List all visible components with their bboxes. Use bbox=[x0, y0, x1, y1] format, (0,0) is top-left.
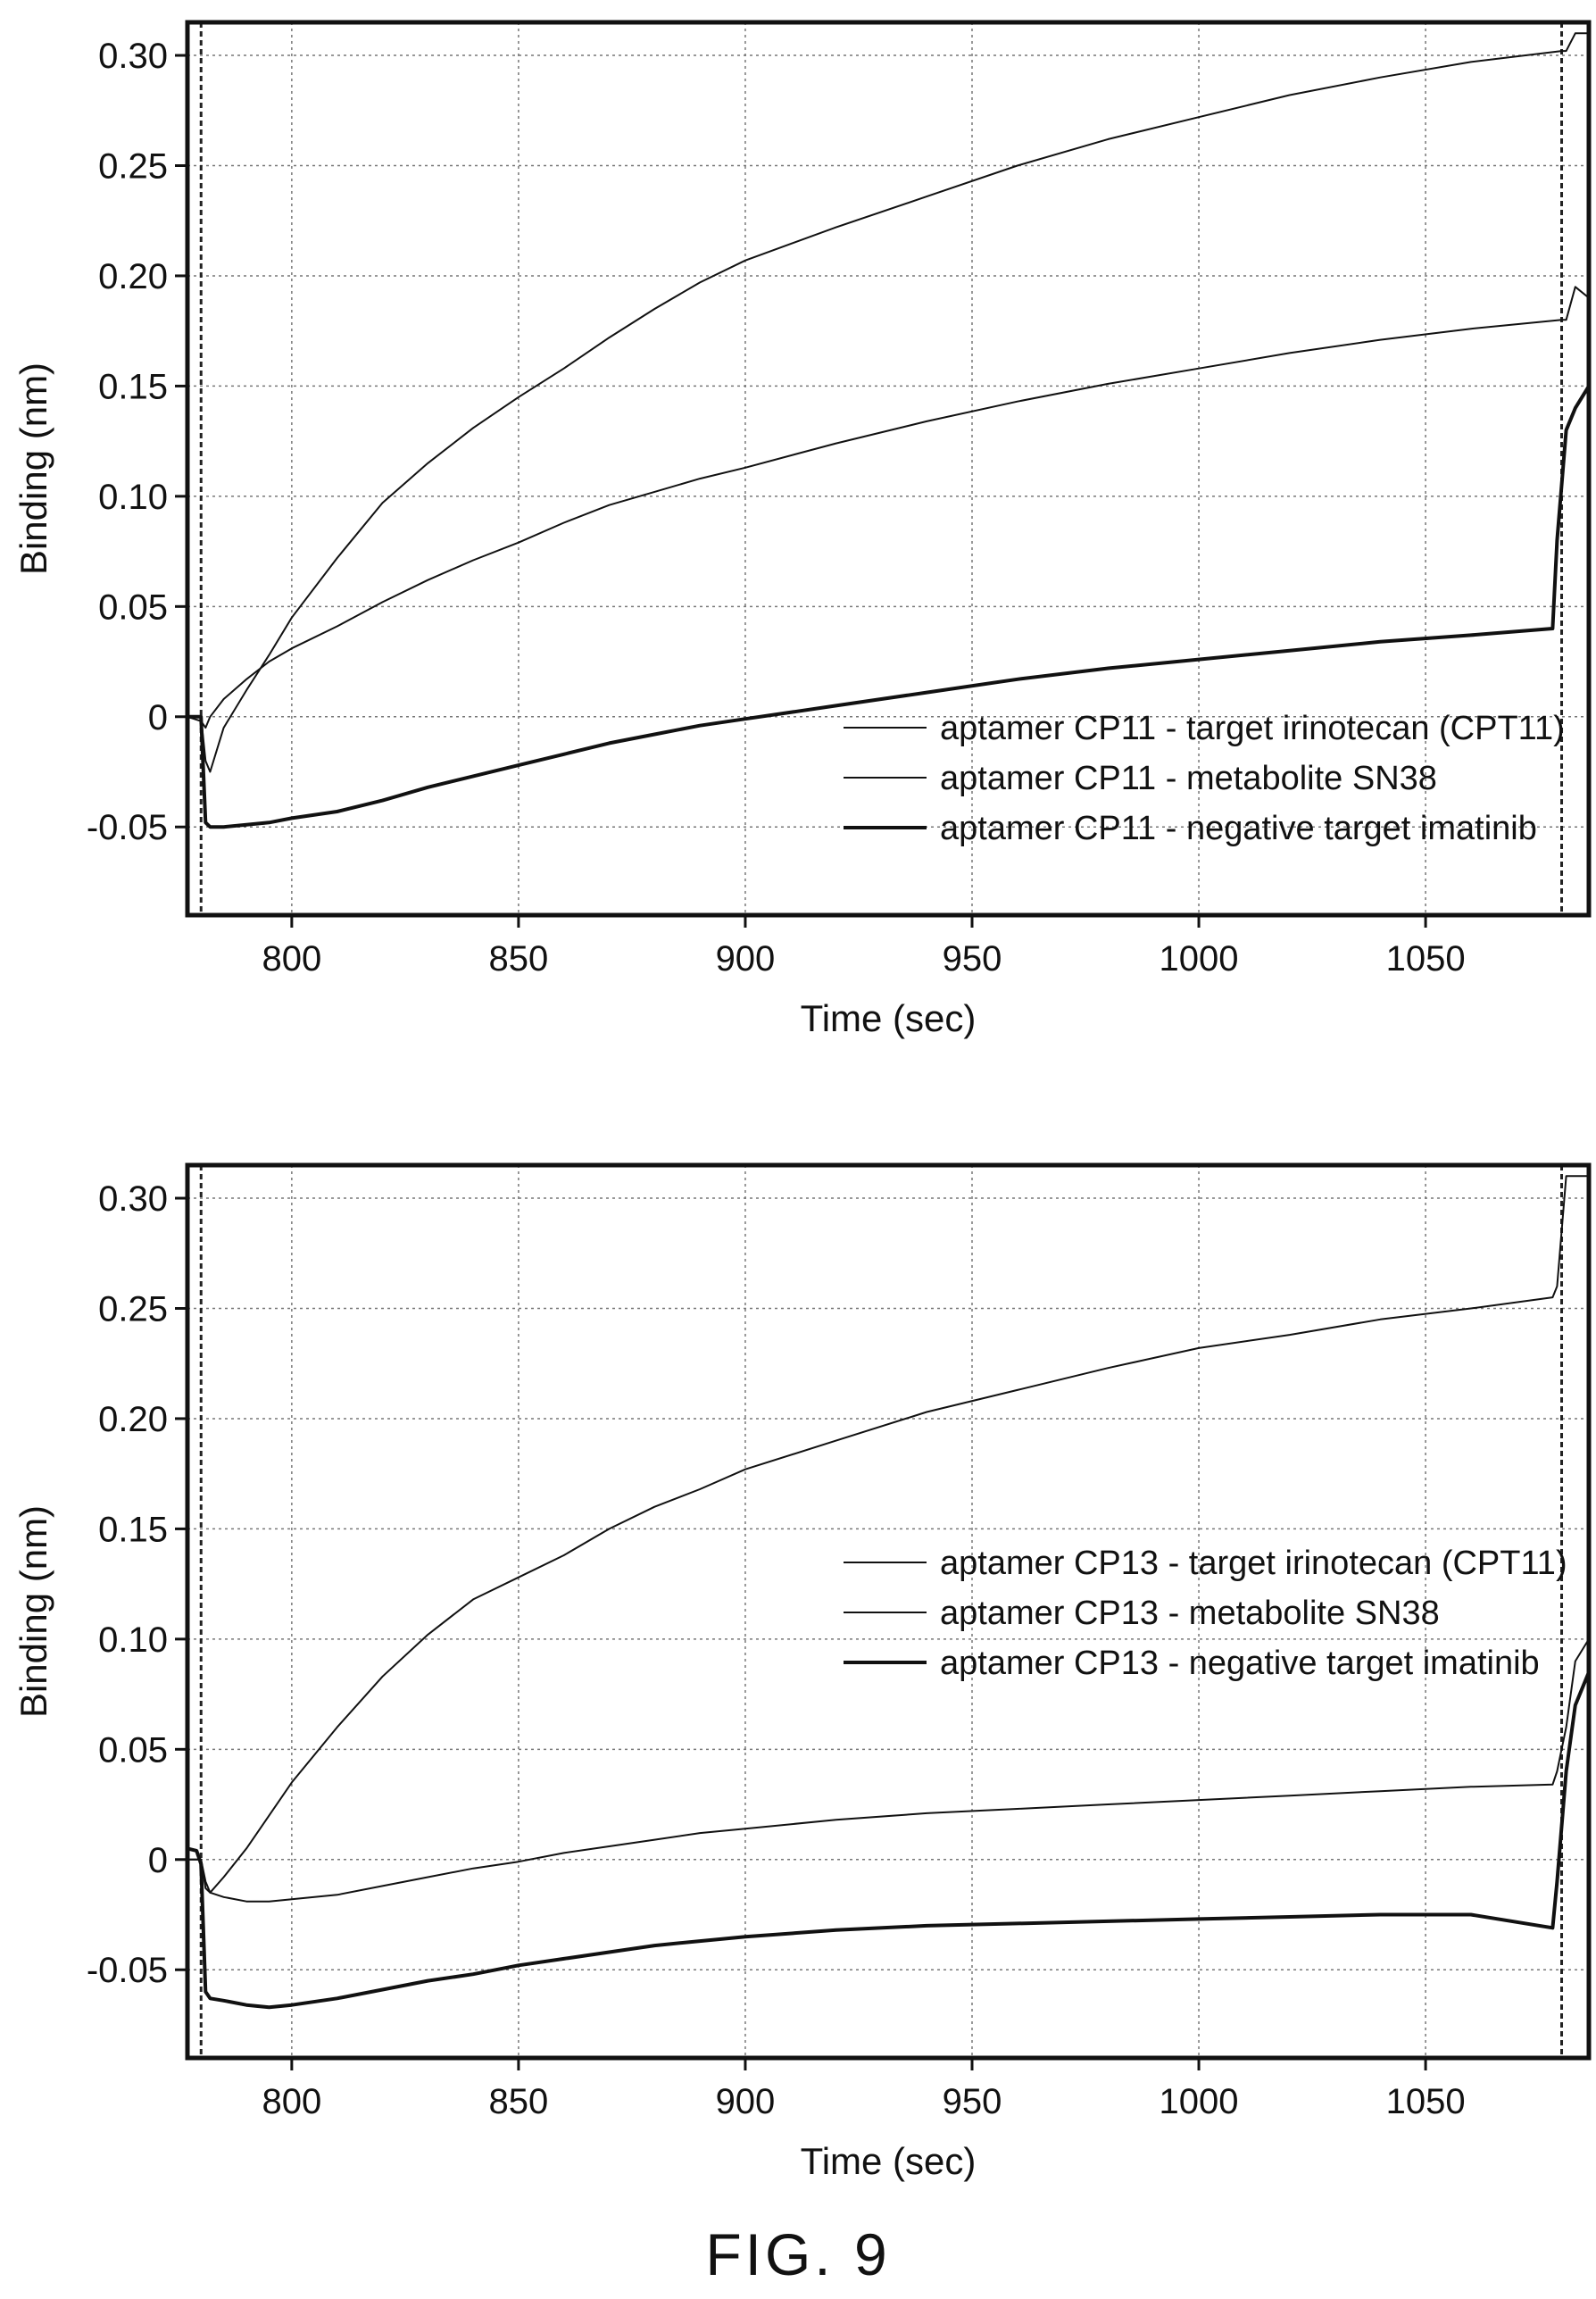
y-tick-label: 0.05 bbox=[98, 1730, 168, 1770]
x-tick-label: 950 bbox=[943, 2082, 1002, 2121]
series-line-3 bbox=[187, 1671, 1589, 2010]
x-tick-label: 950 bbox=[943, 939, 1002, 979]
y-tick-label: 0.15 bbox=[98, 367, 168, 406]
tick-labels: 800 850 900 950 1000 1050 0.30 0.25 0.20 0.15 0.10… bbox=[87, 1179, 1466, 2121]
chart-panel-bottom: 800 850 900 950 1000 1050 0.30 0.25 0.20 0.15 0.10… bbox=[12, 1162, 1592, 2182]
series-line-3 bbox=[187, 385, 1589, 829]
y-tick-label: 0.20 bbox=[98, 257, 168, 296]
legend-label: aptamer CP11 - target irinotecan (CPT11) bbox=[940, 710, 1565, 747]
legend-label: aptamer CP11 - metabolite SN38 bbox=[940, 760, 1437, 797]
x-tick-label: 1000 bbox=[1160, 939, 1239, 979]
y-tick-label: 0.30 bbox=[98, 1179, 168, 1219]
plot-frame bbox=[185, 20, 1592, 918]
y-tick-label: 0 bbox=[148, 1841, 168, 1880]
y-axis-title: Binding (nm) bbox=[12, 1505, 54, 1718]
x-axis-title: Time (sec) bbox=[801, 997, 977, 1039]
tick-labels: 800 850 900 950 1000 1050 0.30 0.25 0.20 0.15 0.10… bbox=[87, 37, 1466, 979]
figure-caption: FIG. 9 bbox=[705, 2221, 890, 2287]
y-tick-label: 0.10 bbox=[98, 478, 168, 517]
y-axis-title: Binding (nm) bbox=[12, 362, 54, 575]
y-tick-label: 0.20 bbox=[98, 1400, 168, 1439]
x-axis-title: Time (sec) bbox=[801, 2140, 977, 2182]
series-line-2 bbox=[187, 286, 1589, 729]
legend-label: aptamer CP13 - negative target imatinib bbox=[940, 1645, 1540, 1682]
x-tick-label: 850 bbox=[489, 939, 549, 979]
y-tick-label: 0.25 bbox=[98, 1289, 168, 1329]
y-tick-label: 0.15 bbox=[98, 1510, 168, 1549]
legend: aptamer CP11 - target irinotecan (CPT11)… bbox=[844, 710, 1565, 847]
x-tick-label: 850 bbox=[489, 2082, 549, 2121]
legend-label: aptamer CP13 - target irinotecan (CPT11) bbox=[940, 1545, 1567, 1582]
series-line-1 bbox=[187, 32, 1589, 773]
legend: aptamer CP13 - target irinotecan (CPT11)… bbox=[844, 1545, 1567, 1682]
plot-frame bbox=[185, 1162, 1592, 2061]
y-tick-label: 0.05 bbox=[98, 587, 168, 627]
gridlines bbox=[187, 1165, 1589, 2058]
y-tick-label: 0.30 bbox=[98, 37, 168, 76]
x-tick-label: 900 bbox=[716, 939, 776, 979]
y-tick-label: 0.10 bbox=[98, 1620, 168, 1660]
x-tick-label: 800 bbox=[262, 939, 321, 979]
x-tick-label: 800 bbox=[262, 2082, 321, 2121]
legend-label: aptamer CP13 - metabolite SN38 bbox=[940, 1595, 1440, 1632]
x-tick-label: 1050 bbox=[1386, 2082, 1466, 2121]
legend-label: aptamer CP11 - negative target imatinib bbox=[940, 810, 1537, 847]
data-series bbox=[187, 32, 1589, 829]
y-tick-label: -0.05 bbox=[87, 1951, 168, 1990]
series-line-1 bbox=[187, 1175, 1589, 1894]
x-tick-label: 900 bbox=[716, 2082, 776, 2121]
data-series bbox=[187, 1175, 1589, 2010]
x-tick-label: 1000 bbox=[1160, 2082, 1239, 2121]
y-tick-label: -0.05 bbox=[87, 808, 168, 847]
y-tick-label: 0.25 bbox=[98, 146, 168, 186]
series-line-2 bbox=[187, 1638, 1589, 1903]
chart-panel-top: 800 850 900 950 1000 1050 0.30 0.25 0.20 0.15 0.10… bbox=[12, 20, 1592, 1039]
x-tick-label: 1050 bbox=[1386, 939, 1466, 979]
y-tick-label: 0 bbox=[148, 698, 168, 737]
